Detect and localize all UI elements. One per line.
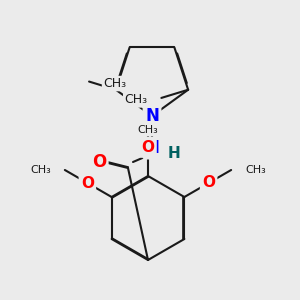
Text: CH₃: CH₃ [124,93,147,106]
Text: N: N [145,139,159,157]
Text: O: O [142,140,154,155]
Text: O: O [81,176,94,190]
Text: N: N [145,107,159,125]
Text: CH₃: CH₃ [103,77,126,90]
Text: O: O [92,153,106,171]
Text: H: H [168,146,180,160]
Text: CH₃: CH₃ [30,165,51,175]
Text: O: O [202,176,215,190]
Text: CH₃: CH₃ [245,165,266,175]
Text: CH₃: CH₃ [138,125,158,135]
